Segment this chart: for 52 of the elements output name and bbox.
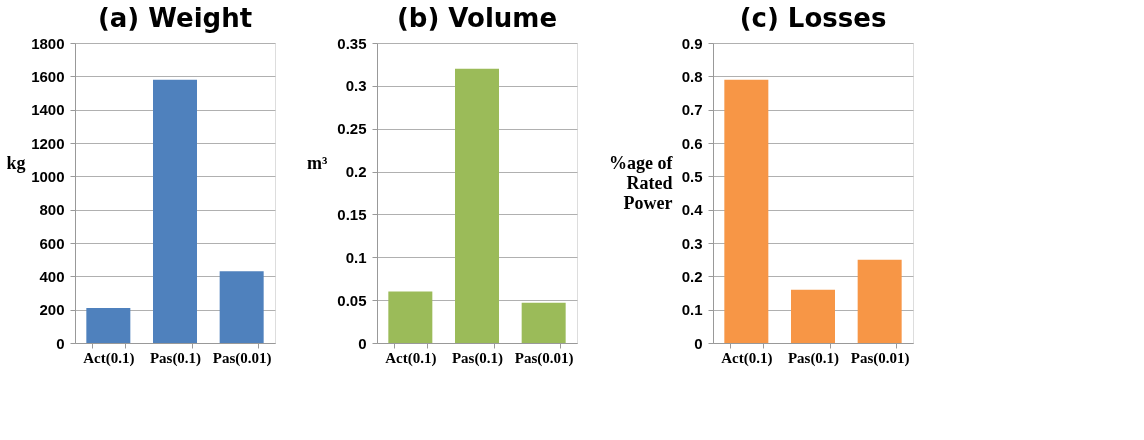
y-tick-label: 0.15 (337, 205, 367, 223)
bar (857, 259, 902, 343)
y-tick-label: 0.3 (681, 234, 703, 252)
x-tick-label: Act(0.1) (385, 349, 437, 367)
bar (455, 68, 499, 343)
y-tick-label: 0.1 (681, 301, 703, 319)
y-tick-label: 1000 (31, 167, 65, 185)
bar (791, 289, 835, 343)
y-tick-label: 1200 (31, 134, 65, 152)
chart-title: (b) Volume (396, 3, 558, 33)
x-tick-label: Act(0.1) (721, 349, 773, 367)
y-tick-label: 0.6 (681, 134, 703, 152)
y-tick-label: 0.05 (337, 291, 367, 309)
x-tick-label: Pas(0.01) (514, 349, 574, 367)
bar (521, 302, 566, 343)
x-tick-label: Pas(0.1) (451, 349, 504, 367)
bar (86, 308, 131, 343)
y-tick-label: 600 (39, 234, 65, 252)
y-tick-label: 0.7 (681, 101, 703, 119)
y-tick-label: 0.35 (337, 34, 367, 52)
chart-title: (a) Weight (97, 3, 253, 33)
bar (153, 79, 197, 343)
y-tick-label: 0.5 (681, 167, 703, 185)
y-tick-label: 1400 (31, 101, 65, 119)
bar (219, 271, 264, 343)
y-tick-label: 0.9 (681, 34, 703, 52)
y-axis-title: m³ (307, 152, 329, 173)
chart-title: (c) Losses (739, 3, 887, 33)
y-tick-label: 0.8 (681, 67, 703, 85)
y-tick-label: 0.4 (681, 201, 704, 219)
y-tick-label: 800 (39, 201, 65, 219)
x-tick-label: Pas(0.01) (212, 349, 272, 367)
y-tick-label: 0 (358, 334, 367, 352)
x-tick-label: Act(0.1) (83, 349, 135, 367)
y-tick-label: 1600 (31, 67, 65, 85)
bar (388, 291, 433, 343)
y-tick-label: 0 (56, 334, 65, 352)
y-tick-label: 0.2 (681, 267, 703, 285)
y-tick-label: 0.1 (345, 248, 367, 266)
y-tick-label: 200 (39, 301, 65, 319)
y-tick-label: 0.3 (345, 77, 367, 95)
y-axis-title: %age of Rated Power (609, 152, 674, 213)
y-tick-label: 0.2 (345, 163, 367, 181)
y-axis-title: kg (6, 152, 26, 173)
x-tick-label: Pas(0.01) (850, 349, 910, 367)
bar (724, 79, 769, 343)
y-tick-label: 400 (39, 267, 65, 285)
x-tick-label: Pas(0.1) (787, 349, 840, 367)
y-tick-label: 1800 (31, 34, 65, 52)
x-tick-label: Pas(0.1) (149, 349, 202, 367)
y-tick-label: 0 (694, 334, 703, 352)
y-tick-label: 0.25 (337, 120, 367, 138)
